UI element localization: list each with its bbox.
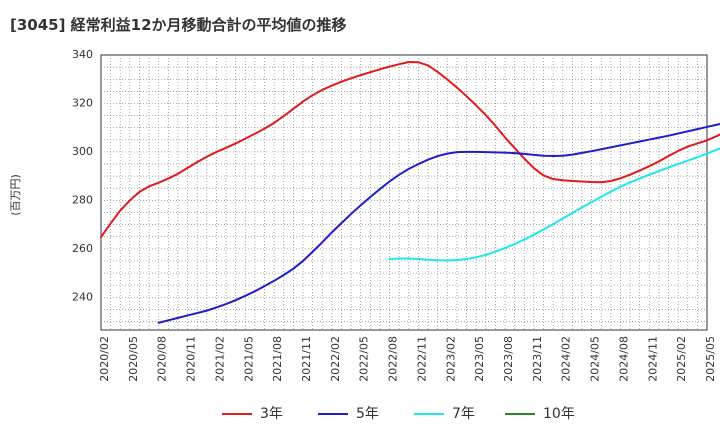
y-tick-label: 260 — [72, 242, 93, 255]
series-line — [157, 122, 720, 324]
x-tick-label: 2024/11 — [646, 336, 659, 382]
x-tick-label: 2022/02 — [329, 336, 342, 382]
x-tick-label: 2023/02 — [444, 336, 457, 382]
x-tick-label: 2022/08 — [387, 336, 400, 382]
x-tick-label: 2020/11 — [185, 336, 198, 382]
x-tick-label: 2023/08 — [502, 336, 515, 382]
x-tick-label: 2020/02 — [98, 336, 111, 382]
legend: 3年 5年 7年 10年 — [222, 406, 575, 422]
series-line — [100, 61, 720, 239]
x-tick-label: 2022/11 — [415, 336, 428, 382]
y-tick-label: 300 — [72, 145, 93, 158]
x-tick-label: 2020/05 — [127, 336, 140, 382]
y-axis-label: (百万円) — [9, 174, 22, 216]
x-tick-label: 2024/08 — [617, 336, 630, 382]
x-tick-label: 2022/05 — [358, 336, 371, 382]
x-tick-label: 2025/02 — [675, 336, 688, 382]
legend-label: 7年 — [452, 406, 475, 422]
y-tick-label: 340 — [72, 48, 93, 61]
x-tick-label: 2021/02 — [213, 336, 226, 382]
y-tick-label: 280 — [72, 193, 93, 206]
legend-label: 5年 — [356, 406, 379, 422]
grid-lines — [101, 55, 707, 330]
x-tick-label: 2023/05 — [473, 336, 486, 382]
x-tick-label: 2021/11 — [300, 336, 313, 382]
series-line — [388, 147, 720, 262]
x-tick-label: 2025/05 — [704, 336, 717, 382]
y-axis-ticks: 240 260 280 300 320 340 — [72, 48, 93, 303]
y-tick-label: 320 — [72, 96, 93, 109]
legend-label: 10年 — [543, 406, 575, 422]
chart-title: [3045] 経常利益12か月移動合計の平均値の推移 — [10, 16, 347, 34]
legend-label: 3年 — [260, 406, 283, 422]
x-tick-label: 2024/05 — [589, 336, 602, 382]
series-lines — [100, 61, 720, 324]
y-tick-label: 240 — [72, 290, 93, 303]
plot-area — [100, 54, 708, 331]
x-tick-label: 2024/02 — [560, 336, 573, 382]
x-tick-label: 2023/11 — [531, 336, 544, 382]
x-tick-label: 2021/08 — [271, 336, 284, 382]
x-axis-ticks: 2020/02 2020/05 2020/08 2020/11 2021/02 2021/… — [98, 336, 717, 382]
x-tick-label: 2020/08 — [156, 336, 169, 382]
x-tick-label: 2021/05 — [242, 336, 255, 382]
